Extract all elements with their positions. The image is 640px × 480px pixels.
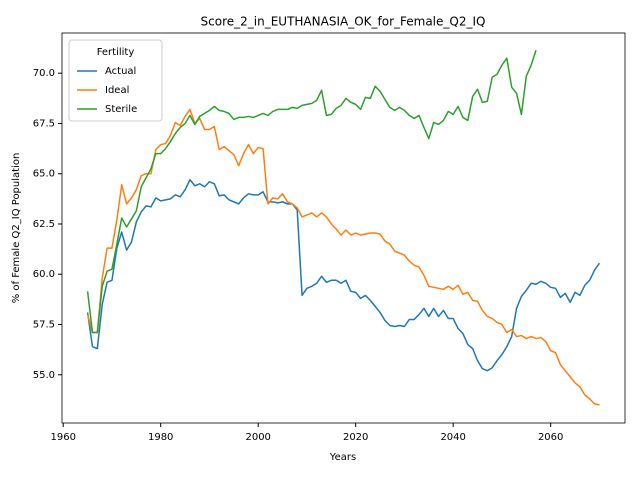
series-line (86, 49, 537, 334)
legend-label: Ideal (105, 85, 129, 96)
y-tick-label: 60.0 (33, 269, 55, 280)
x-tick-label: 2020 (343, 432, 368, 443)
series-line (86, 179, 601, 372)
y-tick-label: 57.5 (33, 319, 55, 330)
y-tick-label: 65.0 (33, 169, 55, 180)
legend-label: Sterile (105, 104, 137, 115)
x-tick-label: 2000 (245, 432, 270, 443)
x-tick-label: 1980 (148, 432, 173, 443)
legend-box (68, 39, 163, 122)
legend-label: Actual (105, 66, 136, 77)
x-tick-label: 2060 (538, 432, 563, 443)
plot-frame (61, 32, 626, 424)
y-tick-label: 62.5 (33, 219, 55, 230)
y-axis-label: % of Female Q2_IQ Population (11, 153, 22, 304)
chart-title: Score_2_in_EUTHANASIA_OK_for_Female_Q2_I… (201, 15, 486, 29)
y-tick-label: 55.0 (33, 370, 55, 381)
x-tick-label: 1960 (50, 432, 75, 443)
x-axis-label: Years (329, 452, 356, 463)
y-tick-label: 67.5 (33, 118, 55, 129)
legend-title: Fertility (97, 47, 135, 58)
series-line (86, 108, 600, 406)
x-tick-label: 2040 (440, 432, 465, 443)
y-tick-label: 70.0 (33, 68, 55, 79)
